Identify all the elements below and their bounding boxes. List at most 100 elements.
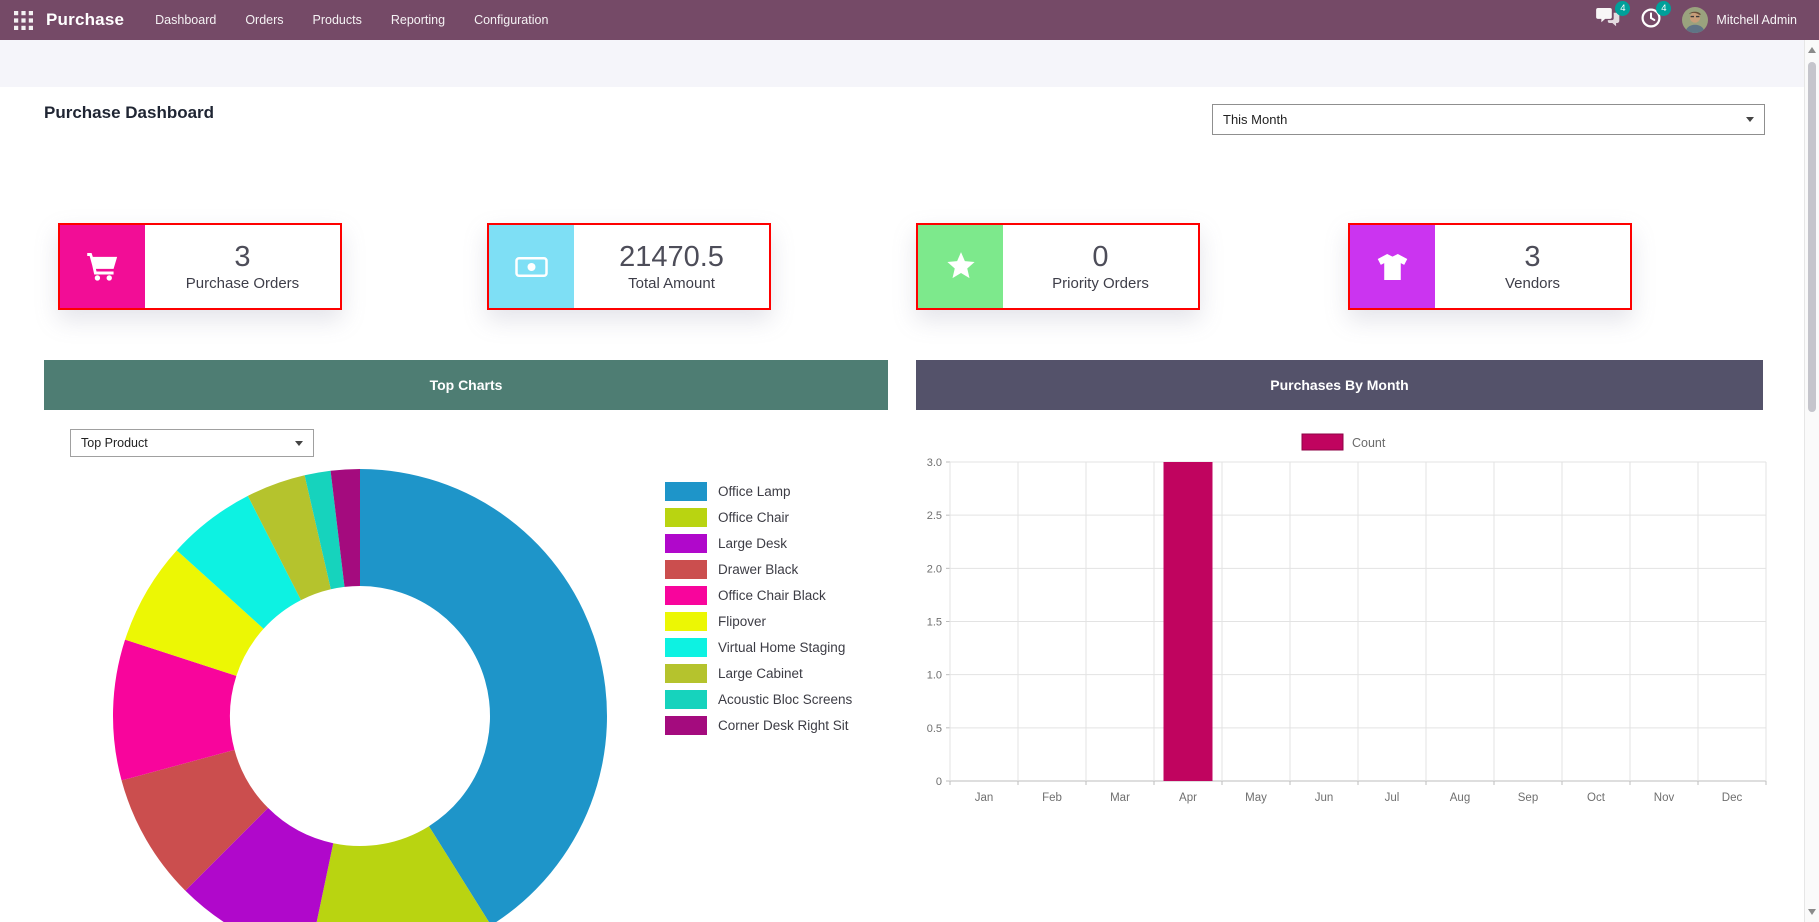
kpi-body: 21470.5 Total Amount <box>574 225 769 308</box>
svg-text:1.5: 1.5 <box>927 617 942 629</box>
activities-button[interactable]: 4 <box>1641 0 1672 33</box>
activity-clock-icon <box>1641 8 1661 33</box>
donut-slice-acoustic-bloc-screens[interactable] <box>304 470 345 590</box>
nav-item-reporting[interactable]: Reporting <box>390 13 446 27</box>
top-product-select[interactable]: Top Product <box>70 429 314 457</box>
svg-text:2.5: 2.5 <box>927 510 942 522</box>
legend-item-acoustic-bloc-screens[interactable]: Acoustic Bloc Screens <box>665 686 852 712</box>
legend-item-drawer-black[interactable]: Drawer Black <box>665 556 852 582</box>
star-icon <box>918 225 1003 308</box>
control-panel-band <box>0 40 1819 87</box>
legend-item-corner-desk-right-sit[interactable]: Corner Desk Right Sit <box>665 712 852 738</box>
donut-slice-corner-desk-right-sit[interactable] <box>330 469 360 587</box>
period-filter-value: This Month <box>1223 112 1288 127</box>
apps-menu-icon[interactable] <box>14 10 33 30</box>
kpi-body: 3 Vendors <box>1435 225 1630 308</box>
bar-apr[interactable] <box>1163 462 1213 781</box>
legend-item-office-lamp[interactable]: Office Lamp <box>665 478 852 504</box>
nav-item-products[interactable]: Products <box>312 13 362 27</box>
kpi-body: 0 Priority Orders <box>1003 225 1198 308</box>
svg-text:Feb: Feb <box>1042 792 1062 804</box>
svg-text:Dec: Dec <box>1722 792 1743 804</box>
legend-item-office-chair-black[interactable]: Office Chair Black <box>665 582 852 608</box>
svg-text:Jun: Jun <box>1315 792 1334 804</box>
nav-item-dashboard[interactable]: Dashboard <box>155 13 217 27</box>
kpi-label: Vendors <box>1504 274 1561 292</box>
purchases-by-month-header: Purchases By Month <box>916 360 1763 410</box>
svg-text:0: 0 <box>936 776 942 788</box>
chevron-down-icon <box>295 440 303 446</box>
kpi-label: Priority Orders <box>1052 274 1149 292</box>
svg-text:Count: Count <box>1352 436 1386 450</box>
legend-label: Large Cabinet <box>718 665 803 681</box>
app-name[interactable]: Purchase <box>46 10 125 29</box>
messages-button[interactable]: 4 <box>1596 1 1631 32</box>
vertical-scrollbar[interactable] <box>1804 40 1819 922</box>
page-title: Purchase Dashboard <box>44 103 215 122</box>
legend-label: Flipover <box>718 613 767 629</box>
scroll-down-arrow-icon[interactable] <box>1805 904 1819 920</box>
period-filter-select[interactable]: This Month <box>1212 104 1765 135</box>
svg-text:1.0: 1.0 <box>927 670 942 682</box>
kpi-value: 21470.5 <box>619 241 724 274</box>
svg-text:Jan: Jan <box>975 792 994 804</box>
svg-text:Nov: Nov <box>1654 792 1675 804</box>
legend-item-large-desk[interactable]: Large Desk <box>665 530 852 556</box>
scroll-up-arrow-icon[interactable] <box>1805 42 1819 58</box>
donut-slice-flipover[interactable] <box>125 550 264 676</box>
donut-slice-office-chair[interactable] <box>309 826 491 922</box>
legend-label: Drawer Black <box>718 561 799 577</box>
kpi-card-priority-orders[interactable]: 0 Priority Orders <box>916 223 1200 310</box>
legend-label: Office Chair Black <box>718 587 826 603</box>
kpi-value: 3 <box>234 241 251 274</box>
main-menu: Dashboard Orders Products Reporting Configur… <box>155 13 548 27</box>
legend-item-virtual-home-staging[interactable]: Virtual Home Staging <box>665 634 852 660</box>
svg-text:Oct: Oct <box>1587 792 1606 804</box>
kpi-body: 3 Purchase Orders <box>145 225 340 308</box>
messages-badge: 4 <box>1615 1 1631 16</box>
legend-label: Acoustic Bloc Screens <box>718 691 853 707</box>
legend-label: Office Chair <box>718 509 790 525</box>
user-menu[interactable]: Mitchell Admin <box>1682 7 1797 33</box>
shirt-icon <box>1350 225 1435 308</box>
nav-item-orders[interactable]: Orders <box>245 13 284 27</box>
donut-slice-large-desk[interactable] <box>185 807 334 922</box>
legend-swatch <box>665 481 707 501</box>
donut-slice-office-lamp[interactable] <box>360 469 607 922</box>
scrollbar-thumb[interactable] <box>1808 62 1816 412</box>
kpi-card-vendors[interactable]: 3 Vendors <box>1348 223 1632 310</box>
legend-swatch <box>665 507 707 527</box>
legend-label: Corner Desk Right Sit <box>718 717 849 733</box>
kpi-card-total-amount[interactable]: 21470.5 Total Amount <box>487 223 771 310</box>
nav-item-configuration[interactable]: Configuration <box>474 13 549 27</box>
legend-swatch <box>665 559 707 579</box>
top-charts-header: Top Charts <box>44 360 888 410</box>
avatar <box>1682 7 1709 33</box>
donut-slice-virtual-home-staging[interactable] <box>176 495 301 629</box>
legend-label: Large Desk <box>718 535 788 551</box>
chat-icon <box>1596 8 1620 32</box>
y-axis: 0 0.5 1.0 1.5 2.0 2.5 3.0 <box>927 457 1766 788</box>
navbar-systray: 4 4 Mitchell Admin <box>1596 0 1819 33</box>
bar-legend[interactable]: Count <box>1301 433 1386 451</box>
legend-label: Virtual Home Staging <box>718 639 846 655</box>
top-product-donut-chart[interactable] <box>110 466 610 922</box>
legend-item-flipover[interactable]: Flipover <box>665 608 852 634</box>
money-icon <box>489 225 574 308</box>
legend-label: Office Lamp <box>718 483 791 499</box>
svg-text:2.0: 2.0 <box>927 563 942 575</box>
svg-text:0.5: 0.5 <box>927 723 942 735</box>
donut-slice-drawer-black[interactable] <box>121 749 269 891</box>
legend-item-large-cabinet[interactable]: Large Cabinet <box>665 660 852 686</box>
kpi-label: Total Amount <box>628 274 715 292</box>
legend-swatch <box>665 637 707 657</box>
legend-swatch <box>665 585 707 605</box>
legend-swatch <box>665 533 707 553</box>
donut-slice-office-chair-black[interactable] <box>113 639 237 781</box>
legend-item-office-chair[interactable]: Office Chair <box>665 504 852 530</box>
kpi-card-purchase-orders[interactable]: 3 Purchase Orders <box>58 223 342 310</box>
activities-badge: 4 <box>1656 0 1672 16</box>
donut-slice-large-cabinet[interactable] <box>247 475 331 601</box>
